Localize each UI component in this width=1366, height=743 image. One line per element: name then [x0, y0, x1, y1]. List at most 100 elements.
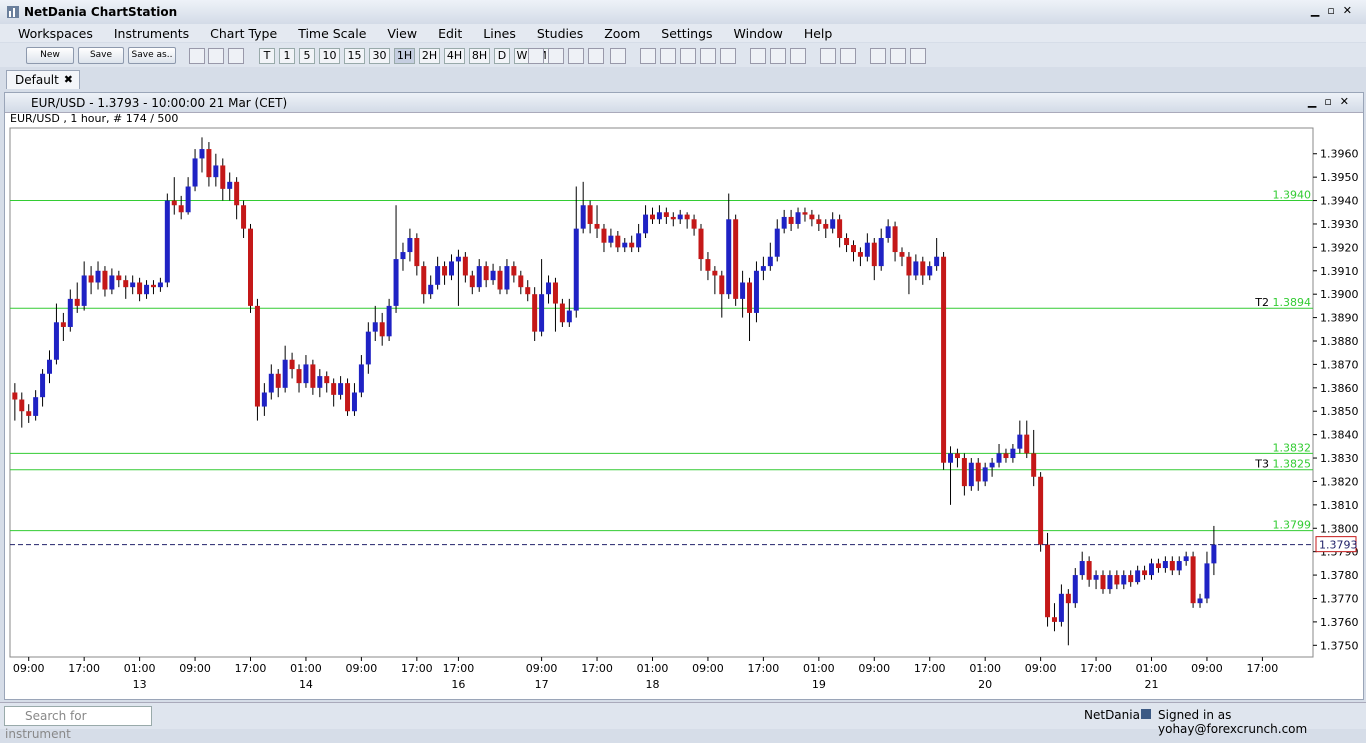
timeframe-button[interactable]: 8H	[469, 48, 490, 64]
timeframe-button[interactable]: 30	[369, 48, 390, 64]
toolbar-icon[interactable]	[720, 48, 736, 64]
toolbar-icon[interactable]	[910, 48, 926, 64]
candle-body	[490, 270, 496, 281]
candle-body	[469, 275, 475, 288]
candle-body	[317, 376, 323, 388]
toolbar-icon[interactable]	[820, 48, 836, 64]
date-label: 19	[812, 678, 826, 691]
y-tick-label: 1.3810	[1320, 499, 1359, 512]
date-label: 20	[978, 678, 992, 691]
toolbar-icon[interactable]	[548, 48, 564, 64]
timeframe-button[interactable]: 4H	[444, 48, 465, 64]
menu-item[interactable]: Instruments	[113, 26, 190, 41]
toolbar-icon[interactable]	[840, 48, 856, 64]
candle-body	[663, 212, 669, 217]
app-icon	[7, 6, 19, 18]
menu-item[interactable]: Lines	[483, 26, 516, 41]
candle-body	[844, 238, 850, 246]
y-tick-label: 1.3760	[1320, 616, 1359, 629]
x-tick-label: 17:00	[914, 662, 946, 675]
candle-body	[677, 214, 683, 220]
timeframe-button[interactable]: 1H	[394, 48, 415, 64]
candle-body	[407, 238, 413, 253]
toolbar-icon[interactable]	[568, 48, 584, 64]
status-bar: Search for instrument NetDania Signed in…	[0, 702, 1366, 741]
toolbar-icon[interactable]	[528, 48, 544, 64]
search-box[interactable]: Search for instrument	[4, 706, 152, 741]
timeframe-button[interactable]: 5	[299, 48, 315, 64]
chart-window-controls[interactable]: ▁▫✕	[1307, 95, 1357, 108]
menu-item[interactable]: Studies	[536, 26, 584, 41]
y-tick-label: 1.3890	[1320, 312, 1359, 325]
toolbar-icon[interactable]	[870, 48, 886, 64]
candle-body	[1024, 434, 1030, 454]
menu-item[interactable]: Chart Type	[210, 26, 278, 41]
candle-body	[747, 282, 753, 313]
tab-label[interactable]: Default	[15, 73, 59, 87]
toolbar-icon[interactable]	[680, 48, 696, 64]
candle-body	[1038, 476, 1044, 545]
x-tick-label: 17:00	[1247, 662, 1279, 675]
menu-item[interactable]: Edit	[438, 26, 463, 41]
toolbar-icon[interactable]	[640, 48, 656, 64]
candle-body	[864, 242, 870, 257]
candle-body	[857, 252, 863, 257]
candle-body	[948, 453, 954, 463]
window-controls[interactable]: ▁▫✕	[1310, 4, 1360, 17]
timeframe-button[interactable]: D	[494, 48, 510, 64]
menu-item[interactable]: Window	[733, 26, 783, 41]
date-label: 21	[1145, 678, 1159, 691]
toolbar-icon[interactable]	[890, 48, 906, 64]
candle-body	[1003, 453, 1009, 459]
menu-item[interactable]: View	[387, 26, 418, 41]
candle-body	[1142, 570, 1148, 576]
tab[interactable]: Default ✖	[6, 70, 80, 89]
toolbar-icon[interactable]	[610, 48, 626, 64]
x-tick-label: 17:00	[443, 662, 475, 675]
x-tick-label: 01:00	[969, 662, 1001, 675]
menu-item[interactable]: Settings	[661, 26, 713, 41]
candle-body	[206, 149, 212, 178]
timeframe-button[interactable]: 10	[319, 48, 340, 64]
candle-body	[559, 303, 565, 323]
date-label: 18	[645, 678, 659, 691]
candle-body	[996, 453, 1002, 463]
candle-body	[241, 205, 247, 229]
toolbar-icon[interactable]	[790, 48, 806, 64]
candle-body	[719, 275, 725, 295]
menu-item[interactable]: Zoom	[604, 26, 641, 41]
candle-body	[88, 275, 94, 283]
toolbar-button[interactable]: Save	[78, 47, 124, 64]
candle-body	[691, 219, 697, 229]
candle-body	[961, 458, 967, 487]
chart: EUR/USD , 1 hour, # 174 / 500 1.3750 1.37…	[9, 112, 1359, 691]
candle-body	[934, 256, 940, 267]
y-tick-label: 1.3840	[1320, 429, 1359, 442]
candle-body	[47, 359, 53, 374]
timeframe-button[interactable]: 2H	[419, 48, 440, 64]
menu-item[interactable]: Time Scale	[298, 26, 367, 41]
candle-body	[414, 238, 420, 267]
menu-item[interactable]: Workspaces	[18, 26, 93, 41]
menu-item[interactable]: Help	[803, 26, 833, 41]
candle-body	[726, 219, 732, 295]
toolbar-button[interactable]: New	[26, 47, 74, 64]
timeframe-button[interactable]: 1	[279, 48, 295, 64]
y-tick-label: 1.3900	[1320, 288, 1359, 301]
toolbar-icon[interactable]	[700, 48, 716, 64]
candle-body	[1211, 544, 1217, 564]
toolbar-icon[interactable]	[660, 48, 676, 64]
toolbar-button[interactable]: Save as..	[128, 47, 176, 64]
toolbar-icon[interactable]	[189, 48, 205, 64]
toolbar-icon[interactable]	[770, 48, 786, 64]
timeframe-button[interactable]: T	[259, 48, 275, 64]
toolbar-icon[interactable]	[228, 48, 244, 64]
candle-body	[178, 205, 184, 213]
toolbar-icon[interactable]	[588, 48, 604, 64]
x-tick-label: 09:00	[13, 662, 45, 675]
candle-body	[1204, 563, 1210, 599]
toolbar-icon[interactable]	[208, 48, 224, 64]
timeframe-button[interactable]: 15	[344, 48, 365, 64]
candle-body	[102, 270, 108, 290]
toolbar-icon[interactable]	[750, 48, 766, 64]
